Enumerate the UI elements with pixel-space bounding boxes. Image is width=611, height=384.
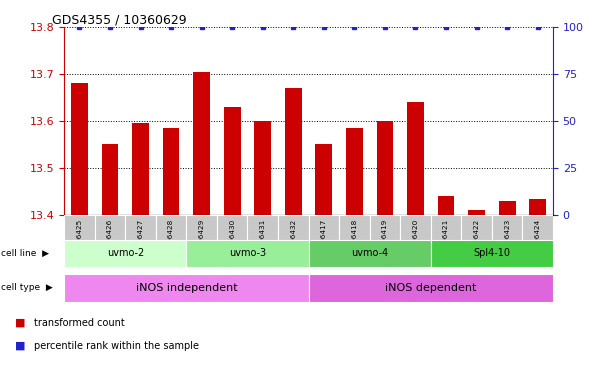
Text: GSM796422: GSM796422 <box>474 219 480 263</box>
Text: GSM796419: GSM796419 <box>382 219 388 263</box>
Bar <box>132 123 149 215</box>
Bar <box>499 201 516 215</box>
Text: GSM796432: GSM796432 <box>290 219 296 263</box>
Bar <box>224 107 241 215</box>
Bar <box>254 121 271 215</box>
Text: ■: ■ <box>15 318 26 328</box>
Text: GSM796426: GSM796426 <box>107 219 113 263</box>
Bar <box>461 215 492 265</box>
Bar <box>309 274 553 302</box>
Text: cell type  ▶: cell type ▶ <box>1 283 53 293</box>
Bar <box>71 83 88 215</box>
Bar <box>64 215 95 265</box>
Bar <box>285 88 302 215</box>
Text: GSM796431: GSM796431 <box>260 219 266 263</box>
Text: GSM796425: GSM796425 <box>76 219 82 263</box>
Bar <box>370 215 400 265</box>
Bar <box>186 240 309 267</box>
Text: GSM796428: GSM796428 <box>168 219 174 263</box>
Bar <box>309 240 431 267</box>
Bar <box>522 215 553 265</box>
Bar <box>492 215 522 265</box>
Bar <box>346 128 363 215</box>
Text: cell line  ▶: cell line ▶ <box>1 249 49 258</box>
Bar <box>156 215 186 265</box>
Bar <box>101 144 119 215</box>
Bar <box>247 215 278 265</box>
Text: GSM796427: GSM796427 <box>137 219 144 263</box>
Text: GSM796421: GSM796421 <box>443 219 449 263</box>
Bar <box>64 274 309 302</box>
Text: GSM796430: GSM796430 <box>229 219 235 263</box>
Text: percentile rank within the sample: percentile rank within the sample <box>34 341 199 351</box>
Text: transformed count: transformed count <box>34 318 125 328</box>
Bar <box>217 215 247 265</box>
Bar <box>468 210 485 215</box>
Bar <box>407 102 424 215</box>
Text: GSM796417: GSM796417 <box>321 219 327 263</box>
Bar <box>400 215 431 265</box>
Bar <box>339 215 370 265</box>
Text: GSM796420: GSM796420 <box>412 219 419 263</box>
Bar <box>437 196 455 215</box>
Text: uvmo-2: uvmo-2 <box>107 248 144 258</box>
Text: uvmo-3: uvmo-3 <box>229 248 266 258</box>
Bar <box>278 215 309 265</box>
Text: iNOS dependent: iNOS dependent <box>385 283 477 293</box>
Bar <box>186 215 217 265</box>
Text: Spl4-10: Spl4-10 <box>474 248 510 258</box>
Text: GSM796418: GSM796418 <box>351 219 357 263</box>
Bar <box>95 215 125 265</box>
Text: iNOS independent: iNOS independent <box>136 283 237 293</box>
Bar <box>315 144 332 215</box>
Bar <box>376 121 393 215</box>
Bar <box>529 199 546 215</box>
Text: ■: ■ <box>15 341 26 351</box>
Bar <box>309 215 339 265</box>
Text: uvmo-4: uvmo-4 <box>351 248 388 258</box>
Text: GSM796423: GSM796423 <box>504 219 510 263</box>
Text: GSM796429: GSM796429 <box>199 219 205 263</box>
Text: GSM796424: GSM796424 <box>535 219 541 263</box>
Bar <box>125 215 156 265</box>
Text: GDS4355 / 10360629: GDS4355 / 10360629 <box>52 13 186 26</box>
Bar <box>431 215 461 265</box>
Bar <box>431 240 553 267</box>
Bar <box>64 240 186 267</box>
Bar <box>163 128 180 215</box>
Bar <box>193 71 210 215</box>
